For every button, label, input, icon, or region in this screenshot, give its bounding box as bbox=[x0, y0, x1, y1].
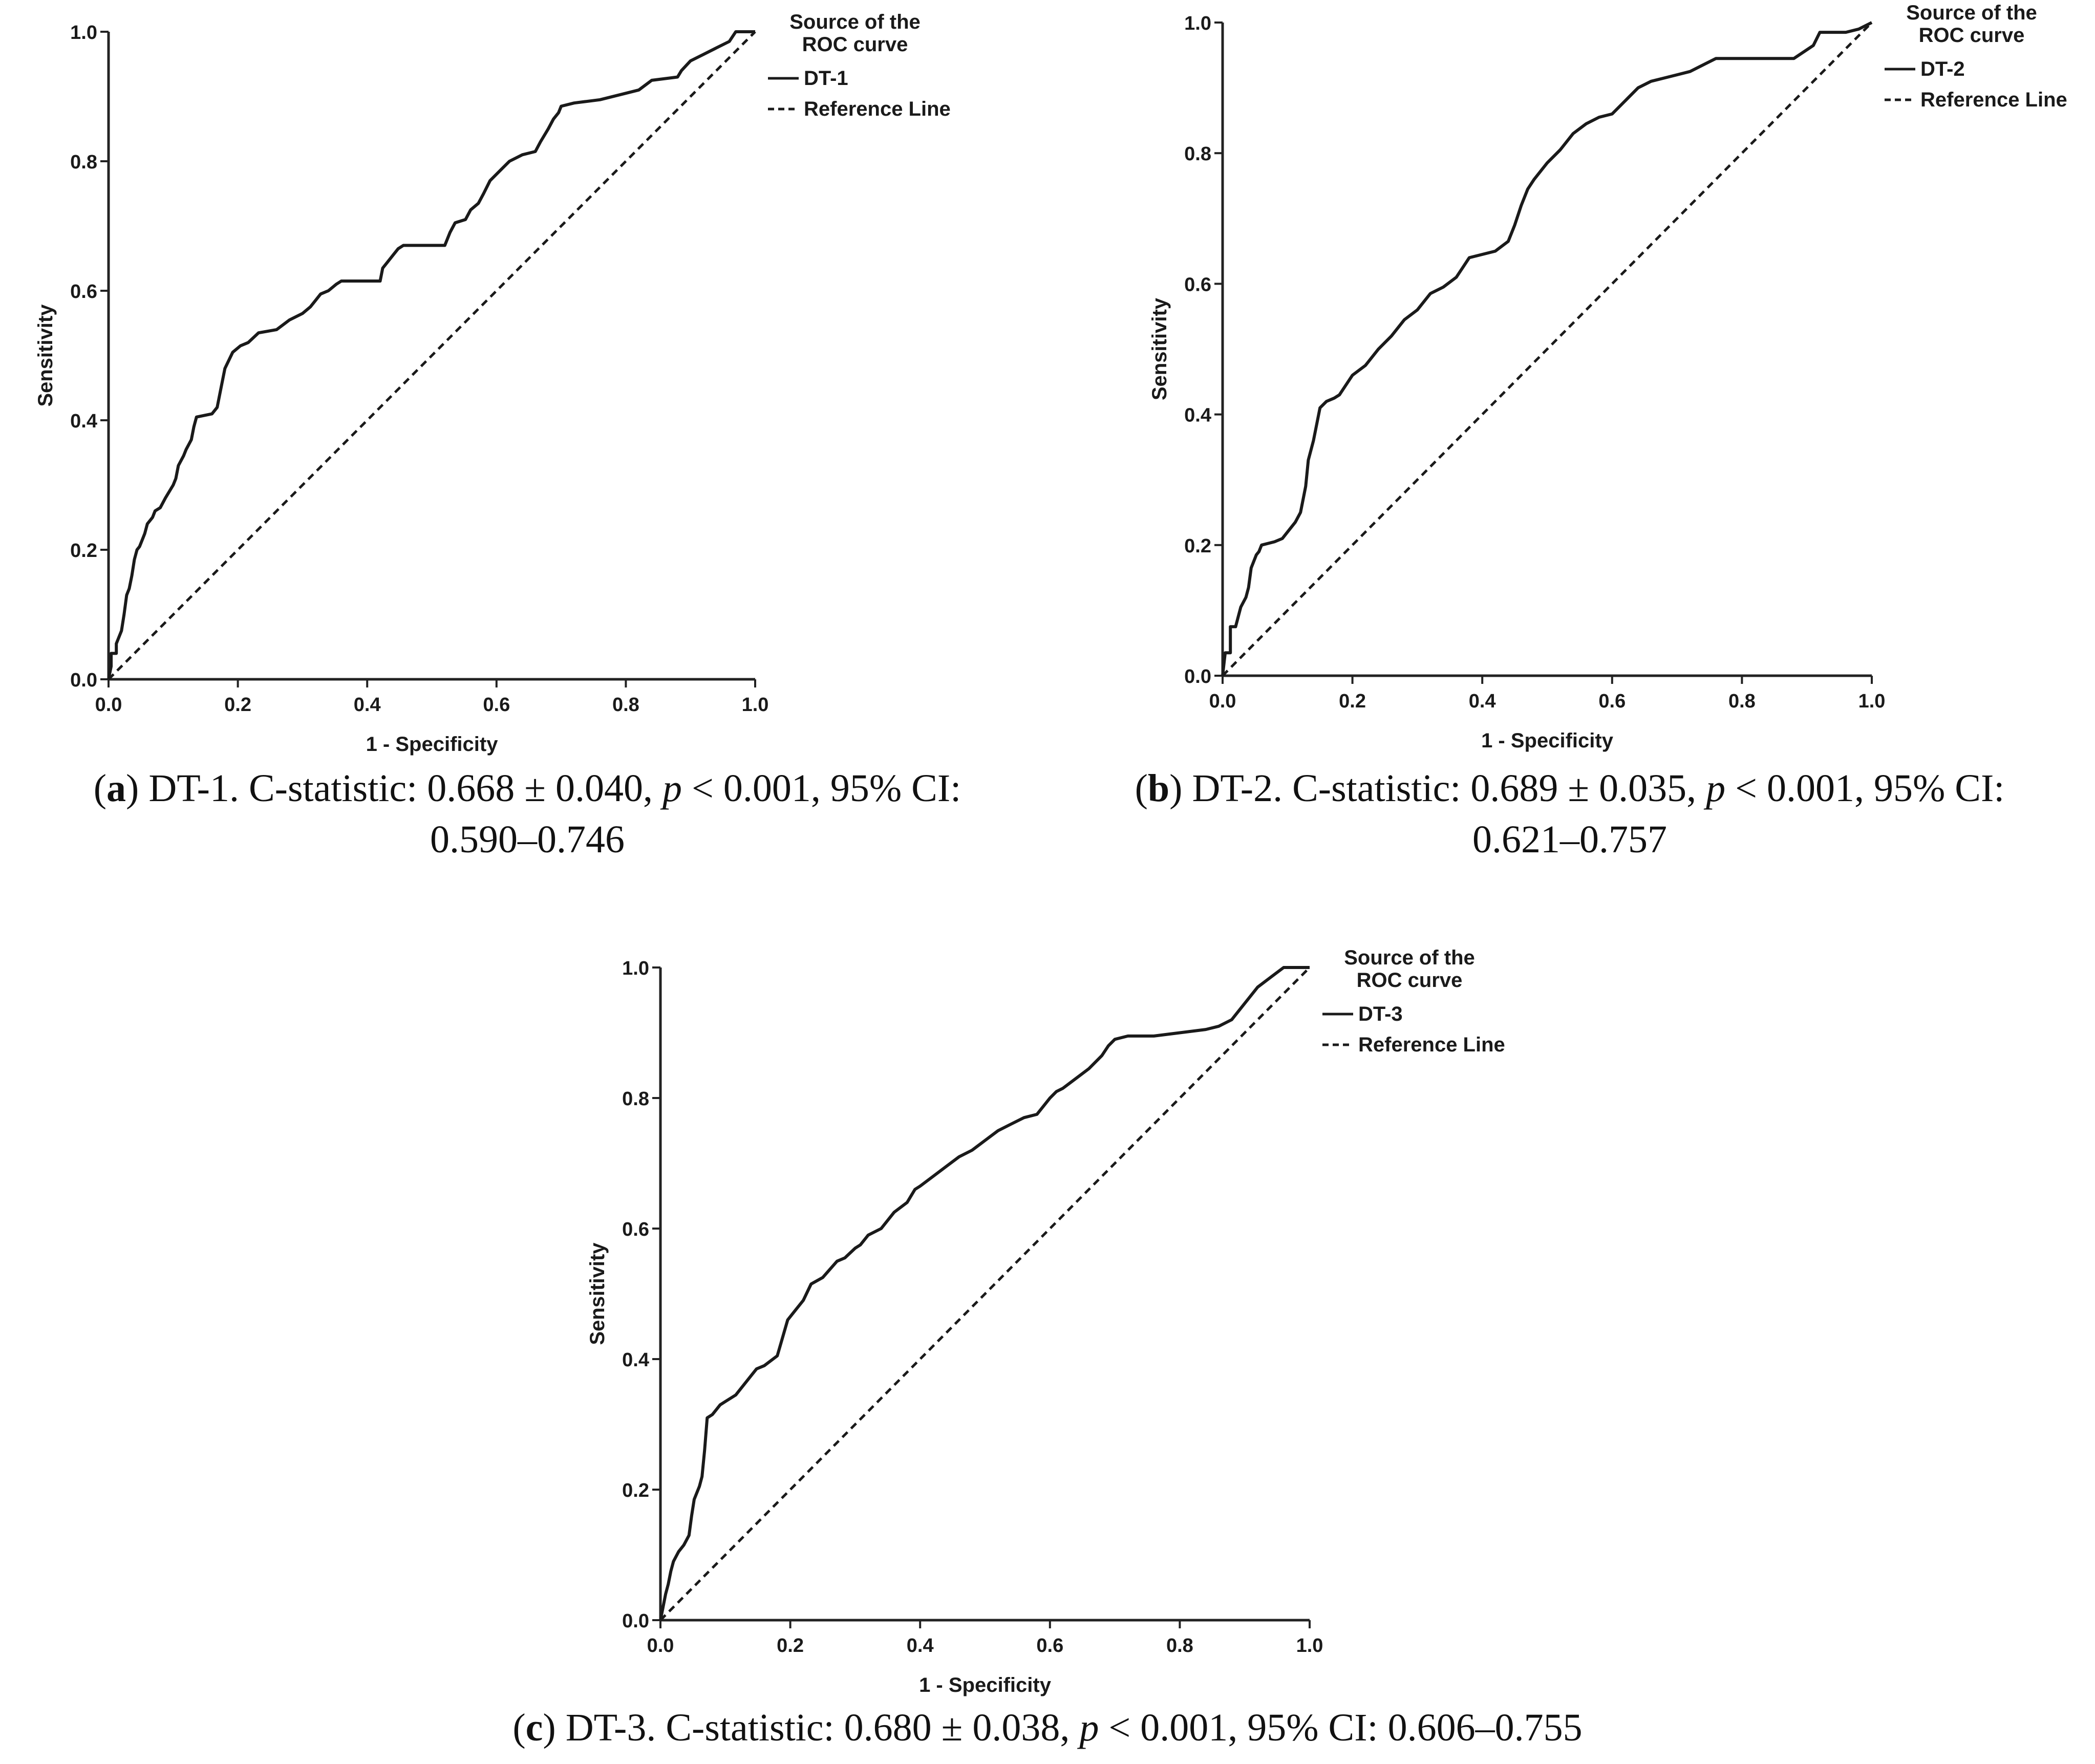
x-axis-label-a: 1 - Specificity bbox=[366, 733, 499, 756]
y-tick-label-b: 1.0 bbox=[1184, 13, 1211, 34]
legend-label-c: DT-3 bbox=[1358, 1003, 1403, 1025]
chart-a: 0.0 0.2 0.4 0.6 0.8 1.0 0.0 0.2 0.4 0.6 0.8 1.0 1 - … bbox=[34, 11, 951, 756]
y-tick-label-a: 0.4 bbox=[70, 411, 97, 432]
x-tick-label-a: 0.2 bbox=[224, 694, 251, 716]
x-tick-label-b: 0.6 bbox=[1598, 691, 1626, 712]
legend-title-b: Source of the bbox=[1906, 2, 2037, 24]
x-tick-label-b: 0.2 bbox=[1339, 691, 1366, 712]
legend-label-a: Reference Line bbox=[804, 98, 951, 120]
x-tick-label-a: 0.8 bbox=[612, 694, 639, 716]
reference-line-b bbox=[1222, 21, 1873, 677]
y-tick-label-c: 0.6 bbox=[622, 1219, 649, 1240]
x-tick-label-a: 0.4 bbox=[354, 694, 381, 716]
y-tick-label-c: 0.0 bbox=[622, 1610, 649, 1632]
x-tick-label-a: 0.6 bbox=[483, 694, 510, 716]
legend-label-b: Reference Line bbox=[1920, 89, 2067, 111]
caption-b: (b) DT-2. C-statistic: 0.689 ± 0.035, p … bbox=[1044, 763, 2095, 865]
y-tick-label-b: 0.2 bbox=[1184, 535, 1211, 557]
legend-title2-c: ROC curve bbox=[1357, 969, 1463, 992]
caption-b-label: b bbox=[1147, 767, 1170, 810]
y-tick-label-b: 0.6 bbox=[1184, 274, 1211, 295]
caption-b-line2: 0.621–0.757 bbox=[1472, 818, 1667, 861]
caption-c-label: c bbox=[525, 1706, 543, 1749]
chart-b: 0.0 0.2 0.4 0.6 0.8 1.0 0.0 0.2 0.4 0.6 0.8 1.0 1 - … bbox=[1148, 2, 2067, 752]
y-tick-label-a: 0.8 bbox=[70, 152, 97, 173]
caption-a-label: a bbox=[106, 767, 126, 810]
x-tick-label-b: 0.0 bbox=[1209, 691, 1236, 712]
x-tick-label-c: 1.0 bbox=[1296, 1635, 1323, 1657]
x-tick-label-b: 1.0 bbox=[1858, 691, 1886, 712]
roc-curve-b bbox=[1221, 21, 1873, 676]
y-tick-label-a: 0.0 bbox=[70, 670, 97, 691]
y-axis-label-c: Sensitivity bbox=[586, 1242, 609, 1345]
y-tick-label-b: 0.4 bbox=[1184, 405, 1211, 426]
y-tick-label-c: 1.0 bbox=[622, 958, 649, 979]
caption-a-line2: 0.590–0.746 bbox=[430, 818, 625, 861]
roc-curve-a bbox=[107, 30, 755, 680]
legend-title2-b: ROC curve bbox=[1919, 24, 2025, 47]
y-tick-label-a: 0.2 bbox=[70, 540, 97, 562]
x-tick-label-b: 0.4 bbox=[1469, 691, 1496, 712]
legend-title-c: Source of the bbox=[1344, 946, 1475, 969]
x-tick-label-a: 1.0 bbox=[742, 694, 769, 716]
y-tick-label-a: 0.6 bbox=[70, 281, 97, 303]
legend-label-b: DT-2 bbox=[1920, 58, 1965, 80]
y-tick-label-b: 0.8 bbox=[1184, 143, 1211, 165]
legend-title2-a: ROC curve bbox=[802, 33, 908, 56]
caption-c: (c) DT-3. C-statistic: 0.680 ± 0.038, p … bbox=[512, 1706, 1583, 1749]
x-axis-label-b: 1 - Specificity bbox=[1481, 729, 1614, 752]
x-tick-label-a: 0.0 bbox=[95, 694, 122, 716]
y-axis-label-b: Sensitivity bbox=[1148, 297, 1171, 400]
reference-line-a bbox=[108, 31, 756, 680]
y-tick-label-a: 1.0 bbox=[70, 22, 97, 44]
x-tick-label-c: 0.0 bbox=[647, 1635, 674, 1657]
y-tick-label-c: 0.2 bbox=[622, 1480, 649, 1501]
chart-c: 0.0 0.2 0.4 0.6 0.8 1.0 0.0 0.2 0.4 0.6 0.8 1.0 1 - … bbox=[586, 946, 1505, 1696]
x-tick-label-c: 0.2 bbox=[777, 1635, 804, 1657]
y-axis-label-a: Sensitivity bbox=[34, 304, 57, 407]
legend-title-a: Source of the bbox=[789, 11, 921, 33]
legend-label-c: Reference Line bbox=[1358, 1034, 1505, 1056]
x-tick-label-c: 0.8 bbox=[1166, 1635, 1193, 1657]
x-tick-label-b: 0.8 bbox=[1728, 691, 1756, 712]
reference-line-c bbox=[659, 966, 1311, 1621]
legend-label-a: DT-1 bbox=[804, 67, 848, 90]
y-tick-label-c: 0.4 bbox=[622, 1349, 649, 1371]
caption-a: (a) DT-1. C-statistic: 0.668 ± 0.040, p … bbox=[0, 763, 1055, 865]
x-tick-label-c: 0.4 bbox=[907, 1635, 934, 1657]
roc-curve-c bbox=[659, 966, 1310, 1621]
x-tick-label-c: 0.6 bbox=[1036, 1635, 1063, 1657]
y-tick-label-c: 0.8 bbox=[622, 1088, 649, 1110]
y-tick-label-b: 0.0 bbox=[1184, 666, 1211, 687]
x-axis-label-c: 1 - Specificity bbox=[919, 1674, 1052, 1696]
